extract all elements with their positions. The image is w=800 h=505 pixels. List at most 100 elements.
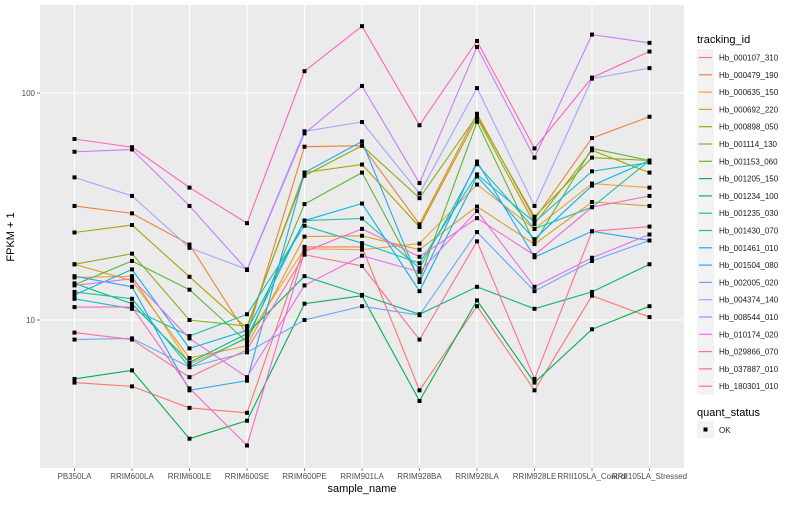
x-tick-label: PB350LA: [58, 472, 92, 481]
data-point: [187, 356, 192, 361]
data-point: [72, 274, 77, 279]
data-point: [360, 304, 364, 309]
x-tick-label: RRIM600SE: [225, 472, 269, 481]
data-point: [72, 230, 77, 235]
data-point: [532, 146, 537, 151]
data-point: [302, 252, 307, 257]
data-point: [590, 32, 594, 37]
x-tick-label: RRIM600LA: [110, 472, 154, 481]
data-point: [475, 216, 479, 221]
data-point: [245, 268, 249, 273]
data-point: [532, 376, 537, 381]
data-point: [475, 38, 479, 43]
x-tick-label: RRIM928LE: [513, 472, 557, 481]
data-point: [647, 224, 652, 229]
data-point: [130, 145, 134, 150]
data-point: [590, 258, 594, 263]
data-point: [647, 262, 652, 267]
data-point: [360, 170, 364, 175]
data-point: [647, 170, 652, 175]
data-point: [590, 146, 594, 151]
shape-legend-label: OK: [719, 426, 731, 435]
data-point: [72, 305, 77, 310]
data-point: [475, 284, 479, 289]
data-point: [590, 327, 594, 332]
data-point: [130, 258, 134, 263]
data-point: [130, 276, 134, 281]
data-point: [532, 217, 537, 222]
data-point: [360, 139, 364, 144]
data-point: [590, 169, 594, 174]
data-point: [475, 209, 479, 214]
y-axis-title: FPKM + 1: [5, 212, 17, 261]
data-point: [130, 267, 134, 272]
data-point: [532, 380, 537, 385]
data-point: [475, 298, 479, 303]
data-point: [417, 241, 422, 246]
legend-label: Hb_002005_020: [719, 278, 779, 287]
data-point: [245, 443, 249, 448]
data-point: [532, 289, 537, 294]
data-point: [72, 175, 77, 180]
data-point: [187, 346, 192, 351]
data-point: [302, 246, 307, 251]
data-point: [360, 233, 364, 238]
data-point: [647, 40, 652, 45]
data-point: [72, 330, 77, 335]
data-point: [130, 147, 134, 152]
data-point: [475, 86, 479, 91]
data-point: [302, 202, 307, 207]
data-point: [187, 375, 192, 380]
legend-label: Hb_001235_030: [719, 209, 779, 218]
legend-label: Hb_000692_220: [719, 105, 779, 114]
data-point: [72, 281, 77, 286]
data-point: [590, 183, 594, 188]
data-point: [647, 114, 652, 119]
data-point: [72, 292, 77, 297]
data-point: [130, 251, 134, 256]
data-point: [647, 158, 652, 163]
legend-label: Hb_180301_010: [719, 382, 779, 391]
x-tick-label: RRII105LA_Control: [557, 472, 627, 481]
data-point: [187, 245, 192, 250]
data-point: [417, 313, 422, 318]
legend-label: Hb_004374_140: [719, 296, 779, 305]
data-point: [647, 315, 652, 320]
x-axis-title: sample_name: [327, 483, 396, 495]
data-point: [417, 181, 422, 186]
data-point: [187, 436, 192, 441]
data-point: [475, 304, 479, 309]
data-point: [187, 318, 192, 322]
data-point: [360, 162, 364, 167]
legend-label: Hb_001153_060: [719, 157, 778, 166]
x-tick-label: RRII105LA_Stressed: [612, 472, 687, 481]
data-point: [187, 365, 192, 370]
data-point: [532, 253, 537, 258]
data-point: [187, 360, 192, 365]
data-point: [360, 201, 364, 206]
data-point: [360, 120, 364, 125]
series-points: [72, 24, 652, 448]
data-point: [302, 131, 307, 136]
data-point: [417, 337, 422, 342]
data-point: [475, 162, 479, 167]
data-point: [475, 159, 479, 164]
data-point: [590, 136, 594, 141]
data-point: [130, 284, 134, 289]
data-point: [647, 232, 652, 237]
data-point: [302, 218, 307, 223]
x-tick-label: RRIM901LA: [340, 472, 384, 481]
legend-label: Hb_008544_010: [719, 313, 779, 322]
data-point: [417, 269, 422, 274]
data-point: [245, 350, 249, 355]
data-point: [245, 328, 249, 333]
data-point: [302, 173, 307, 178]
data-point: [187, 242, 192, 247]
data-point: [590, 289, 594, 294]
data-point: [475, 239, 479, 244]
data-point: [187, 334, 192, 339]
ok-point-icon: [703, 427, 708, 432]
data-point: [475, 119, 479, 124]
data-point: [245, 221, 249, 226]
legend-label: Hb_000479_190: [719, 71, 779, 80]
